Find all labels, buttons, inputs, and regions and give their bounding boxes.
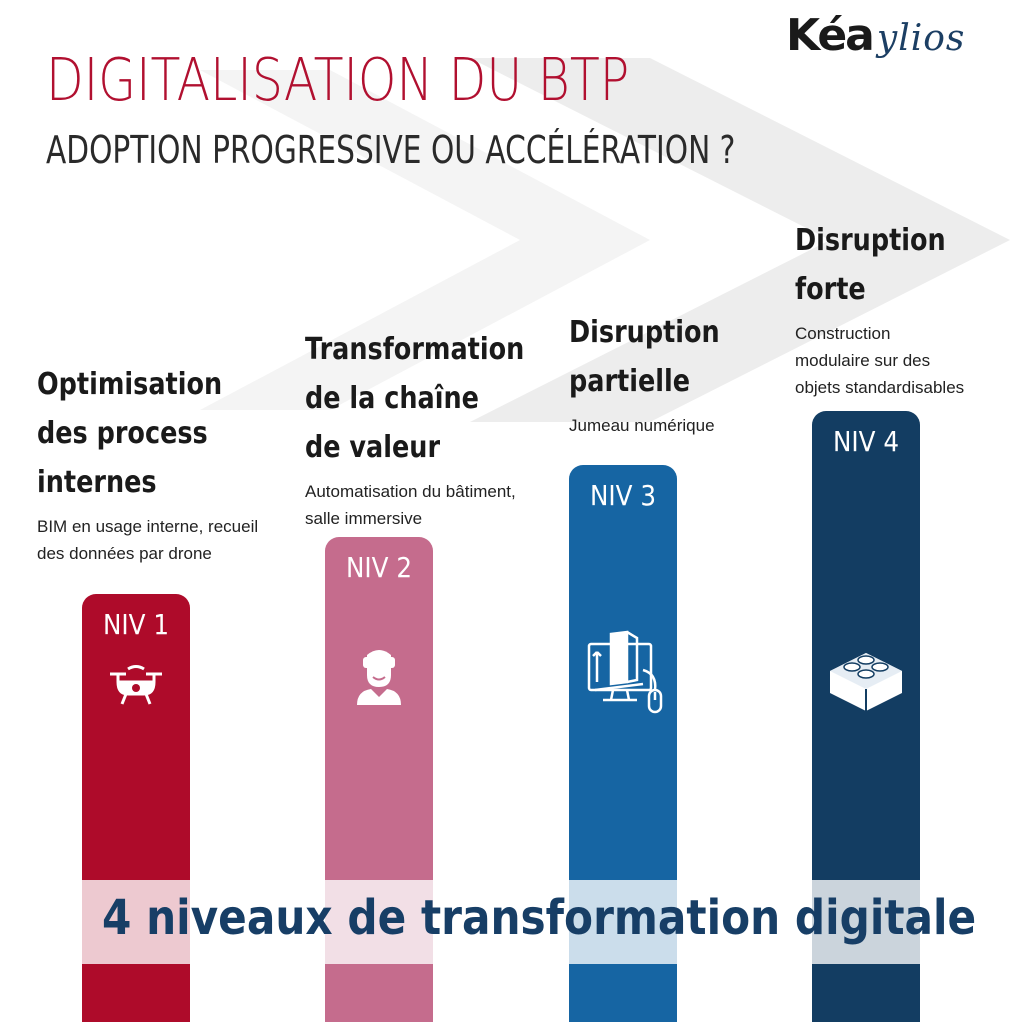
level-2-label: Transformation de la chaîne de valeur Au… xyxy=(305,325,595,532)
level-2-description: Automatisation du bâtiment, salle immers… xyxy=(305,482,516,528)
level-3-niv-label: NIV 3 xyxy=(589,479,657,512)
level-4-label: Disruption forte Construction modulaire … xyxy=(795,216,1024,401)
level-1-niv-label: NIV 1 xyxy=(102,608,170,641)
digital-twin-icon xyxy=(587,630,663,714)
level-3-heading: Disruption partielle xyxy=(569,315,720,399)
kea-ylios-logo: Kéa ylios xyxy=(786,10,965,61)
level-4-niv-label: NIV 4 xyxy=(832,425,900,458)
level-2-niv-label: NIV 2 xyxy=(345,551,413,584)
logo-part-1: Kéa xyxy=(786,10,875,61)
level-4-heading: Disruption forte xyxy=(795,223,946,307)
level-1-heading: Optimisation des process internes xyxy=(37,367,223,500)
level-4-description: Construction modulaire sur des objets st… xyxy=(795,324,965,397)
logo-part-2: ylios xyxy=(876,18,966,59)
page-title: DIGITALISATION DU BTP xyxy=(46,45,630,114)
level-1-label: Optimisation des process internes BIM en… xyxy=(37,360,327,567)
vr-headset-icon xyxy=(357,650,401,705)
building-block-icon xyxy=(830,653,902,711)
drone-icon xyxy=(110,665,162,705)
banner-text: 4 niveaux de transformation digitale xyxy=(102,890,977,946)
level-3-description: Jumeau numérique xyxy=(569,416,715,435)
banner: 4 niveaux de transformation digitale xyxy=(80,880,976,964)
level-3-label: Disruption partielle Jumeau numérique xyxy=(569,308,859,439)
level-1-description: BIM en usage interne, recueil des donnée… xyxy=(37,517,259,563)
page-subtitle: ADOPTION PROGRESSIVE OU ACCÉLÉRATION ? xyxy=(46,128,736,172)
level-2-heading: Transformation de la chaîne de valeur xyxy=(305,332,525,465)
